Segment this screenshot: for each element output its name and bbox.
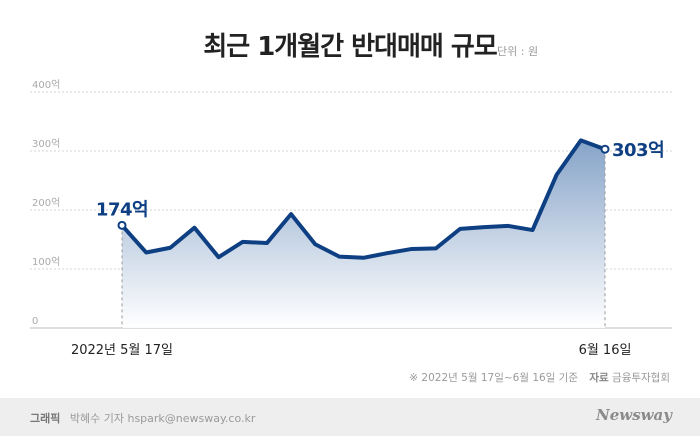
area-chart: 0 100억 200억 300억 400억 174억 303억 2022년 5월 17일 6… xyxy=(30,79,672,358)
data-point xyxy=(217,255,221,259)
annotation-label: 303억 xyxy=(612,140,664,161)
y-tick-label: 400억 xyxy=(32,79,60,91)
y-tick-label: 300억 xyxy=(32,138,60,150)
credit-value: 박혜수 기자 hspark@newsway.co.kr xyxy=(69,412,256,425)
data-point xyxy=(410,247,414,251)
data-point xyxy=(506,224,510,228)
source-note: ※ 2022년 5월 17일~6월 16일 기준 자료 금융투자협회 xyxy=(409,370,670,385)
chart-title: 최근 1개월간 반대매매 규모 xyxy=(203,32,497,62)
source-value: 금융투자협회 xyxy=(612,372,670,384)
data-point xyxy=(362,256,366,260)
guide-lines xyxy=(121,149,606,328)
annotations: 174억 303억 xyxy=(96,140,665,230)
credit-label: 그래픽 xyxy=(30,412,61,425)
x-tick-label: 2022년 5월 17일 xyxy=(71,343,173,358)
source-label: 자료 xyxy=(589,372,609,384)
area-series xyxy=(122,140,605,328)
x-axis-labels: 2022년 5월 17일 6월 16일 xyxy=(71,343,631,358)
annotation-marker xyxy=(117,220,127,230)
data-point xyxy=(265,241,269,245)
data-point xyxy=(386,251,390,255)
data-point xyxy=(144,250,148,254)
brand-logo: Newsway xyxy=(596,406,672,424)
data-point xyxy=(579,138,583,142)
data-point xyxy=(555,173,559,177)
annotation-marker xyxy=(600,144,610,154)
y-axis-ticks: 0 100억 200억 300억 400억 xyxy=(32,79,60,327)
data-point xyxy=(434,246,438,250)
area-fill xyxy=(122,140,605,328)
data-point xyxy=(289,212,293,216)
line-series xyxy=(120,138,607,260)
y-tick-label: 0 xyxy=(32,316,38,327)
unit-note: 단위 : 원 xyxy=(497,45,539,58)
annotation-label: 174억 xyxy=(96,199,148,220)
y-tick-label: 100억 xyxy=(32,256,60,268)
data-point xyxy=(482,225,486,229)
y-tick-label: 200억 xyxy=(32,197,60,209)
data-point xyxy=(168,246,172,250)
data-point xyxy=(192,226,196,230)
data-point xyxy=(531,228,535,232)
data-point xyxy=(313,242,317,246)
credit: 그래픽 박혜수 기자 hspark@newsway.co.kr xyxy=(30,410,255,426)
data-point xyxy=(458,227,462,231)
data-point xyxy=(241,240,245,244)
period-note: ※ 2022년 5월 17일~6월 16일 기준 xyxy=(409,372,579,384)
footer-bar: 그래픽 박혜수 기자 hspark@newsway.co.kr Newsway xyxy=(0,398,700,436)
x-tick-label: 6월 16일 xyxy=(579,343,632,358)
data-point xyxy=(337,255,341,259)
series-line xyxy=(120,138,607,260)
